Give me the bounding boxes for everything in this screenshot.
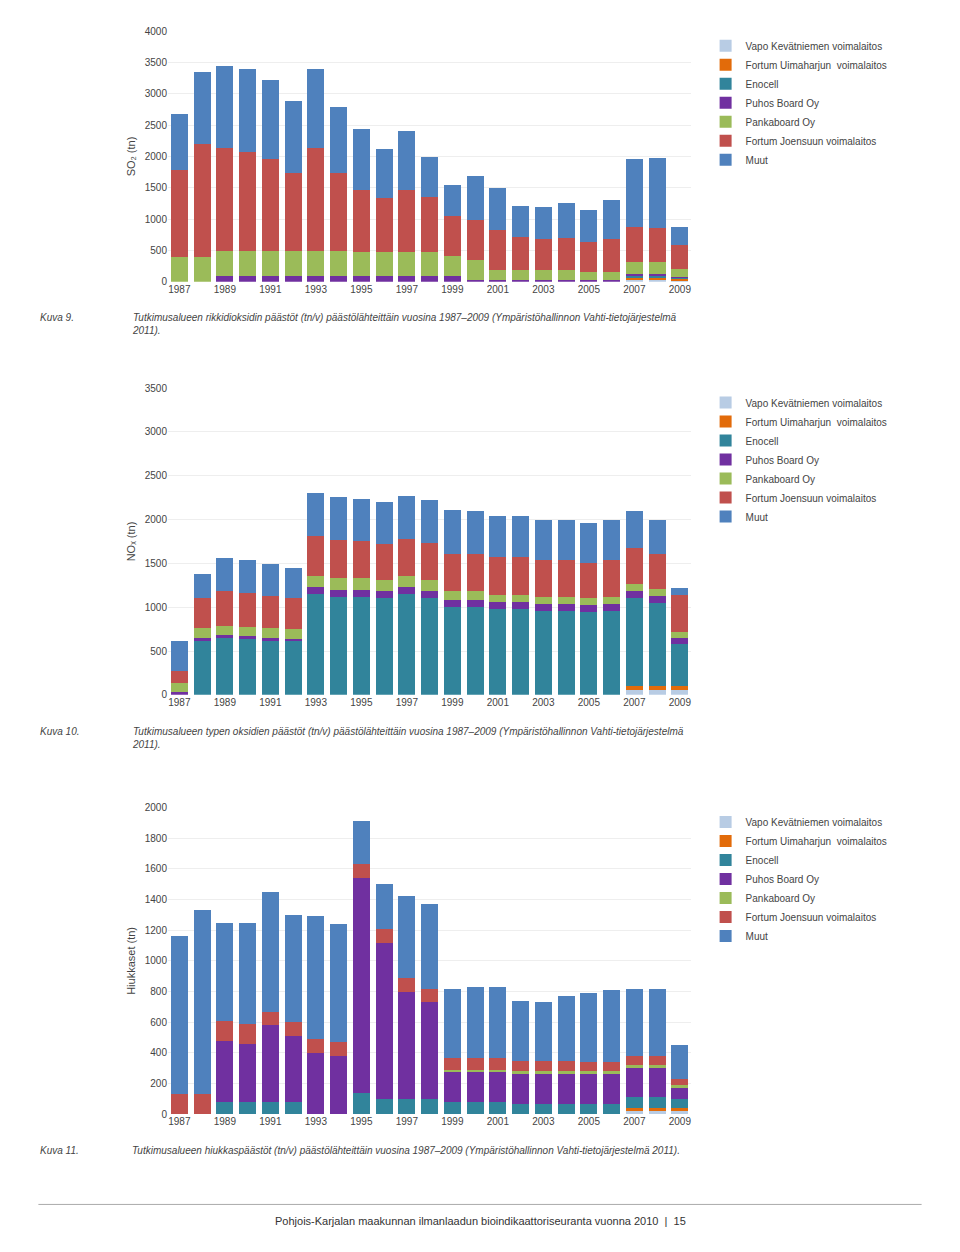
svg-text:500: 500	[150, 245, 167, 256]
svg-text:Hiukkaset (tn): Hiukkaset (tn)	[125, 927, 137, 995]
svg-text:1800: 1800	[145, 833, 168, 844]
svg-text:1991: 1991	[259, 1116, 282, 1127]
svg-text:3000: 3000	[145, 426, 168, 437]
svg-text:1987: 1987	[168, 697, 191, 708]
svg-text:1987: 1987	[168, 1116, 191, 1127]
svg-text:2005: 2005	[578, 1116, 601, 1127]
svg-text:Enocell: Enocell	[746, 79, 779, 90]
svg-text:Enocell: Enocell	[746, 436, 779, 447]
svg-text:400: 400	[150, 1047, 167, 1058]
svg-text:2007: 2007	[623, 1116, 646, 1127]
svg-text:1997: 1997	[396, 284, 419, 295]
svg-text:0: 0	[161, 689, 167, 700]
svg-text:800: 800	[150, 986, 167, 997]
svg-text:Puhos Board Oy: Puhos Board Oy	[746, 98, 819, 109]
svg-text:2500: 2500	[145, 470, 168, 481]
svg-text:Muut: Muut	[746, 512, 768, 523]
svg-text:200: 200	[150, 1078, 167, 1089]
svg-text:1991: 1991	[259, 697, 282, 708]
svg-text:1500: 1500	[145, 558, 168, 569]
svg-text:1993: 1993	[305, 284, 328, 295]
svg-text:Fortum Joensuun voimalaitos: Fortum Joensuun voimalaitos	[746, 493, 877, 504]
svg-text:2000: 2000	[145, 151, 168, 162]
svg-text:1989: 1989	[214, 284, 237, 295]
svg-text:2500: 2500	[145, 120, 168, 131]
svg-text:1400: 1400	[145, 894, 168, 905]
svg-text:600: 600	[150, 1017, 167, 1028]
svg-text:1989: 1989	[214, 1116, 237, 1127]
svg-text:1000: 1000	[145, 602, 168, 613]
svg-text:NOₓ (tn): NOₓ (tn)	[125, 522, 137, 562]
svg-text:Pohjois-Karjalan maakunnan ilm: Pohjois-Karjalan maakunnan ilmanlaadun b…	[275, 1215, 686, 1227]
svg-text:1000: 1000	[145, 214, 168, 225]
svg-text:500: 500	[150, 646, 167, 657]
svg-text:3000: 3000	[145, 88, 168, 99]
svg-text:1200: 1200	[145, 925, 168, 936]
svg-text:1500: 1500	[145, 182, 168, 193]
svg-text:2009: 2009	[669, 697, 692, 708]
svg-text:1993: 1993	[305, 1116, 328, 1127]
svg-text:1989: 1989	[214, 697, 237, 708]
svg-text:Tutkimusalueen rikkidioksidin: Tutkimusalueen rikkidioksidin päästöt (t…	[132, 312, 677, 336]
svg-text:Tutkimusalueen typen oksidien: Tutkimusalueen typen oksidien päästöt (t…	[132, 726, 684, 750]
svg-text:3500: 3500	[145, 383, 168, 394]
svg-text:1999: 1999	[441, 284, 464, 295]
svg-text:Kuva 9.: Kuva 9.	[40, 312, 74, 323]
svg-text:Fortum Uimaharjun voimalaitos: Fortum Uimaharjun voimalaitos	[746, 417, 887, 428]
svg-text:1997: 1997	[396, 697, 419, 708]
svg-text:Vapo Kevätniemen voimalaitos: Vapo Kevätniemen voimalaitos	[746, 817, 883, 828]
svg-text:1997: 1997	[396, 1116, 419, 1127]
svg-text:2009: 2009	[669, 1116, 692, 1127]
svg-text:2003: 2003	[532, 284, 555, 295]
svg-text:1993: 1993	[305, 697, 328, 708]
svg-text:2001: 2001	[487, 697, 510, 708]
svg-text:Enocell: Enocell	[746, 855, 779, 866]
svg-text:3500: 3500	[145, 57, 168, 68]
svg-text:Pankaboard Oy: Pankaboard Oy	[746, 474, 816, 485]
svg-text:1999: 1999	[441, 697, 464, 708]
svg-text:4000: 4000	[145, 26, 168, 37]
svg-text:Vapo Kevätniemen voimalaitos: Vapo Kevätniemen voimalaitos	[746, 398, 883, 409]
svg-text:0: 0	[161, 1109, 167, 1120]
svg-text:2009: 2009	[669, 284, 692, 295]
svg-text:2005: 2005	[578, 697, 601, 708]
svg-text:Fortum Uimaharjun voimalaitos: Fortum Uimaharjun voimalaitos	[746, 836, 887, 847]
svg-text:1999: 1999	[441, 1116, 464, 1127]
svg-text:2003: 2003	[532, 697, 555, 708]
svg-text:Puhos Board Oy: Puhos Board Oy	[746, 455, 819, 466]
svg-text:Tutkimusalueen hiukkaspäästöt: Tutkimusalueen hiukkaspäästöt (tn/v) pää…	[132, 1145, 680, 1156]
svg-text:2000: 2000	[145, 802, 168, 813]
svg-text:2003: 2003	[532, 1116, 555, 1127]
svg-text:Muut: Muut	[746, 931, 768, 942]
svg-text:Vapo Kevätniemen voimalaitos: Vapo Kevätniemen voimalaitos	[746, 41, 883, 52]
svg-text:0: 0	[161, 276, 167, 287]
svg-text:2007: 2007	[623, 284, 646, 295]
svg-text:1995: 1995	[350, 697, 373, 708]
svg-text:2001: 2001	[487, 1116, 510, 1127]
svg-text:2005: 2005	[578, 284, 601, 295]
svg-text:Kuva 10.: Kuva 10.	[40, 726, 79, 737]
svg-text:Puhos Board Oy: Puhos Board Oy	[746, 874, 819, 885]
svg-text:Fortum Uimaharjun voimalaitos: Fortum Uimaharjun voimalaitos	[746, 60, 887, 71]
svg-text:1600: 1600	[145, 863, 168, 874]
svg-text:2000: 2000	[145, 514, 168, 525]
svg-text:SO₂ (tn): SO₂ (tn)	[125, 137, 137, 177]
svg-text:1995: 1995	[350, 1116, 373, 1127]
svg-text:1995: 1995	[350, 284, 373, 295]
svg-text:Kuva 11.: Kuva 11.	[40, 1145, 79, 1156]
svg-text:2007: 2007	[623, 697, 646, 708]
svg-text:Fortum Joensuun voimalaitos: Fortum Joensuun voimalaitos	[746, 136, 877, 147]
svg-text:1000: 1000	[145, 955, 168, 966]
svg-text:Pankaboard Oy: Pankaboard Oy	[746, 117, 816, 128]
svg-text:Pankaboard Oy: Pankaboard Oy	[746, 893, 816, 904]
svg-text:Muut: Muut	[746, 155, 768, 166]
svg-text:1991: 1991	[259, 284, 282, 295]
svg-text:Fortum Joensuun voimalaitos: Fortum Joensuun voimalaitos	[746, 912, 877, 923]
svg-text:2001: 2001	[487, 284, 510, 295]
svg-text:1987: 1987	[168, 284, 191, 295]
